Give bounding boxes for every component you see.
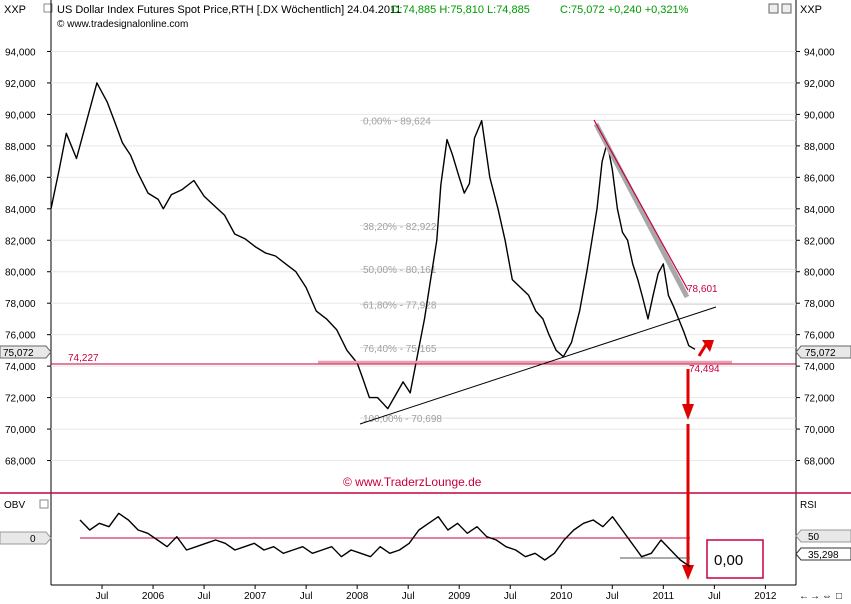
- rsi-label: RSI: [800, 500, 817, 511]
- chart-annotations: 74,227 74,494 78,601 © www.TraderzLounge…: [51, 119, 796, 580]
- arrow-down-1-head: [682, 404, 694, 420]
- y-tick-label-left: 74,000: [5, 362, 36, 373]
- x-tick-label: 2009: [448, 591, 471, 602]
- fibonacci-levels: 0,00% - 89,624 38,20% - 82,922 50,00% - 80…: [360, 116, 796, 425]
- y-tick-label-right: 76,000: [804, 331, 835, 342]
- header-title: US Dollar Index Futures Spot Price,RTH […: [57, 4, 401, 16]
- x-tick-label: Jul: [504, 591, 517, 602]
- y-tick-label-right: 68,000: [804, 457, 835, 468]
- last-price-tag-right: [795, 345, 851, 359]
- y-tick-label-right: 90,000: [804, 110, 835, 121]
- x-ticks: Jul 2006 Jul 2007 Jul 2008 Jul 2009 Jul 2010 Jul 20…: [96, 585, 777, 602]
- obv-menu-box[interactable]: [39, 499, 49, 509]
- fib-level-label: 50,00% - 80,161: [363, 265, 437, 276]
- y-tick-label-right: 82,000: [804, 236, 835, 247]
- y-tick-label-right: 80,000: [804, 268, 835, 279]
- fib-level-label: 76,40% - 75,165: [363, 344, 437, 355]
- window-close-icon[interactable]: [781, 3, 792, 14]
- y-tick-label-right: 72,000: [804, 394, 835, 405]
- y-tick-label-left: 68,000: [5, 457, 36, 468]
- last-price-tag-left: [0, 345, 52, 359]
- y-tick-label-right: 94,000: [804, 47, 835, 58]
- last-price-right: 75,072: [805, 348, 836, 359]
- x-tick-label: 2008: [346, 591, 369, 602]
- x-tick-label: Jul: [708, 591, 721, 602]
- downtrend-gray: [593, 122, 690, 299]
- x-tick-label: 2006: [142, 591, 165, 602]
- gridlines: [51, 50, 796, 462]
- x-tick-label: 2010: [550, 591, 573, 602]
- target-label: 74,494: [689, 364, 720, 375]
- fib-level-label: 38,20% - 82,922: [363, 222, 437, 233]
- y-tick-label-left: 88,000: [5, 142, 36, 153]
- header-ohlc: O:74,885 H:75,810 L:74,885: [391, 4, 530, 16]
- x-tick-label: Jul: [606, 591, 619, 602]
- y-ticks-right: 94,000 92,000 90,000 88,000 86,000 84,000 82,0…: [796, 47, 835, 468]
- header-right-symbol: XXP: [800, 4, 822, 16]
- y-tick-label-left: 86,000: [5, 173, 36, 184]
- fib-level-label: 0,00% - 89,624: [363, 116, 431, 127]
- y-tick-label-left: 94,000: [5, 47, 36, 58]
- scroll-left-icon[interactable]: ←: [799, 591, 809, 602]
- last-price-left: 75,072: [3, 348, 34, 359]
- chart-menu-box[interactable]: [43, 3, 53, 13]
- y-tick-label-right: 74,000: [804, 362, 835, 373]
- fit-icon[interactable]: □: [836, 591, 842, 602]
- zoom-icon[interactable]: ⇔: [822, 591, 832, 602]
- rsi-value-tag: [795, 547, 851, 561]
- y-tick-label-left: 84,000: [5, 205, 36, 216]
- downtrend-line: [593, 119, 689, 291]
- fib-level-label: 100,00% - 70,698: [363, 414, 442, 425]
- y-tick-label-left: 70,000: [5, 425, 36, 436]
- x-tick-label: 2007: [244, 591, 267, 602]
- x-tick-label: Jul: [96, 591, 109, 602]
- y-tick-label-left: 82,000: [5, 236, 36, 247]
- y-tick-label-left: 72,000: [5, 394, 36, 405]
- y-tick-label-right: 86,000: [804, 173, 835, 184]
- y-ticks-left: 94,000 92,000 90,000 88,000 86,000 84,000 82,0…: [5, 47, 51, 468]
- y-tick-label-left: 92,000: [5, 79, 36, 90]
- fib-level-label: 61,80% - 77,928: [363, 300, 437, 311]
- arrow-down-2-head: [682, 565, 694, 580]
- obv-zero-label: 0: [30, 534, 36, 545]
- obv-value-box: [706, 539, 764, 579]
- watermark-text: © www.TraderzLounge.de: [343, 475, 482, 489]
- y-tick-label-left: 76,000: [5, 331, 36, 342]
- y-tick-label-right: 70,000: [804, 425, 835, 436]
- price-series-line: [50, 82, 696, 410]
- obv-value-text: 0,00: [714, 552, 743, 569]
- uptrend-line: [359, 306, 717, 425]
- header-symbol: XXP: [4, 4, 26, 16]
- rsi-level: 50: [808, 532, 820, 543]
- x-tick-label: Jul: [198, 591, 211, 602]
- window-restore-icon[interactable]: [768, 3, 779, 14]
- y-tick-label-left: 80,000: [5, 268, 36, 279]
- scroll-right-icon[interactable]: →: [810, 591, 820, 602]
- x-tick-label: 2012: [754, 591, 777, 602]
- support-label: 74,227: [68, 353, 99, 364]
- x-tick-label: Jul: [402, 591, 415, 602]
- y-tick-label-left: 90,000: [5, 110, 36, 121]
- y-tick-label-right: 92,000: [804, 79, 835, 90]
- obv-zero-tag: [0, 531, 52, 545]
- arrow-up-head: [702, 340, 714, 352]
- x-tick-label: 2011: [653, 591, 675, 602]
- downtrend-label: 78,601: [687, 284, 718, 295]
- rsi-value: 35,298: [808, 550, 839, 561]
- y-tick-label-right: 88,000: [804, 142, 835, 153]
- y-tick-label-right: 78,000: [804, 299, 835, 310]
- copyright-text: © www.tradesignalonline.com: [57, 19, 188, 30]
- obv-label: OBV: [4, 500, 25, 511]
- obv-series-line: [79, 512, 691, 568]
- header-change: C:75,072 +0,240 +0,321%: [560, 4, 689, 16]
- rsi-level-tag: [795, 529, 851, 543]
- y-tick-label-left: 78,000: [5, 299, 36, 310]
- x-tick-label: Jul: [300, 591, 313, 602]
- y-tick-label-right: 84,000: [804, 205, 835, 216]
